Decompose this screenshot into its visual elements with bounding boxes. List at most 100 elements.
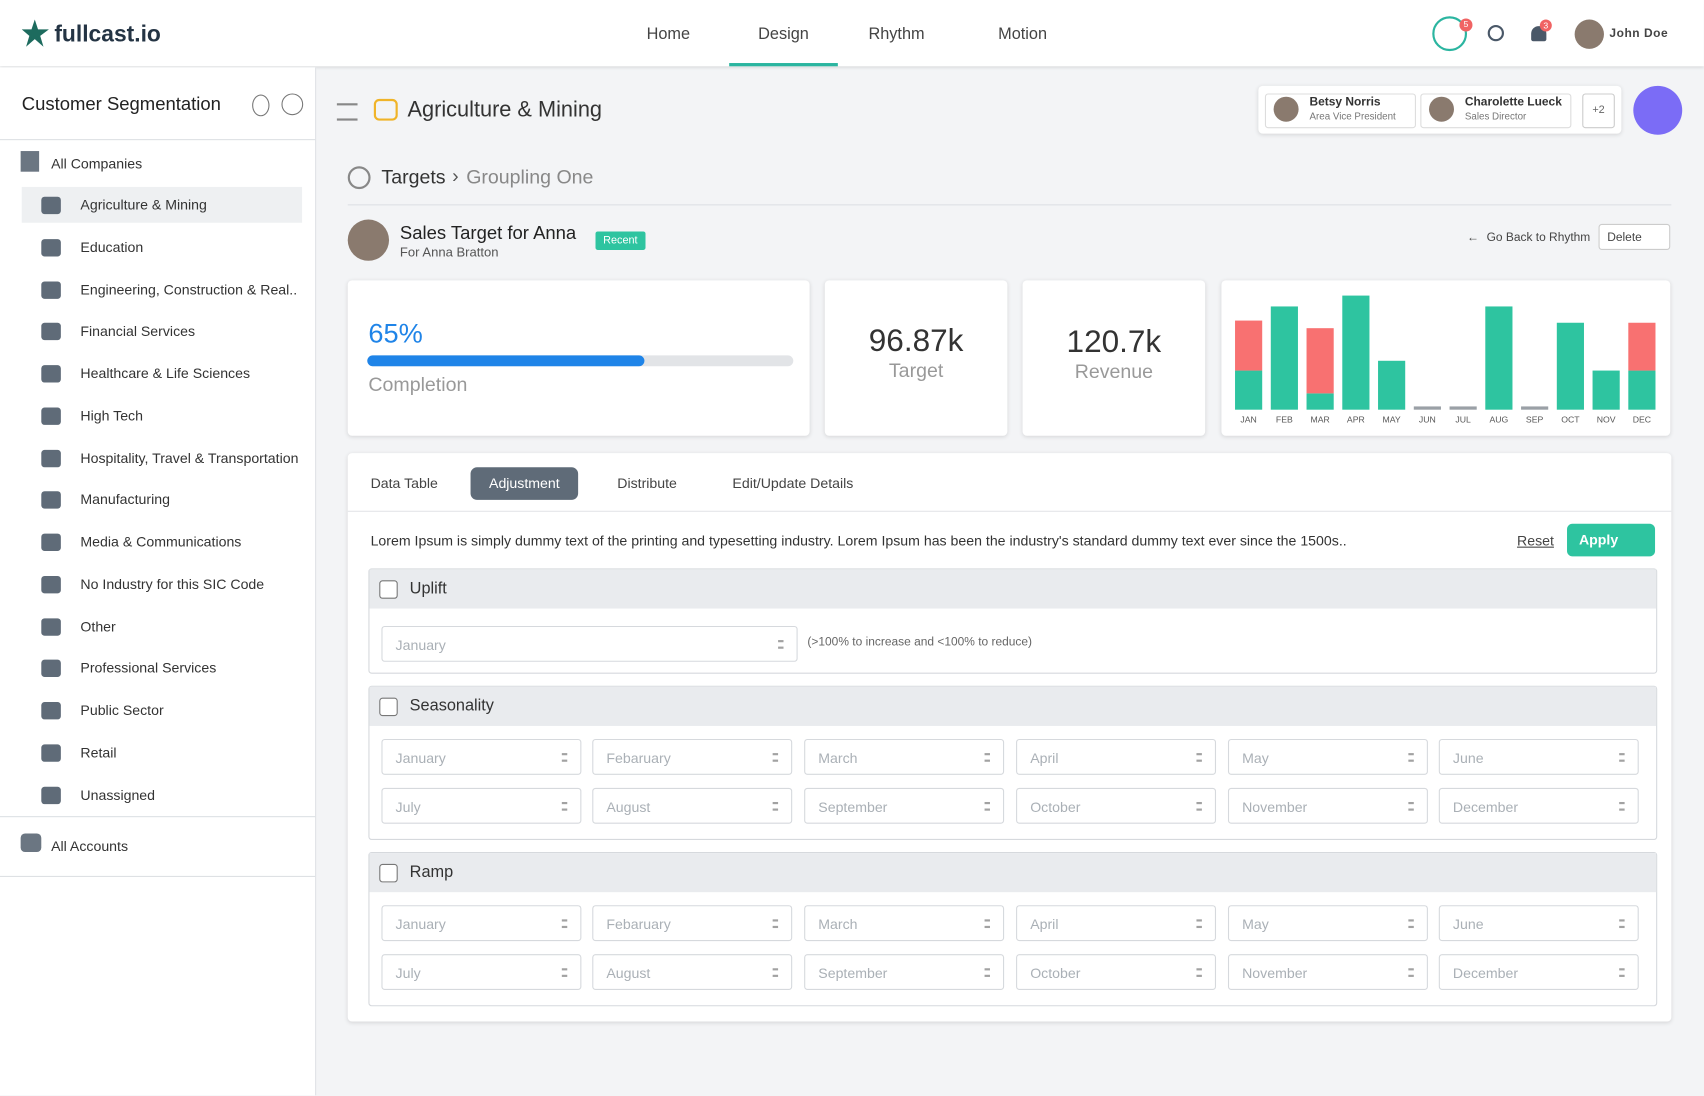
sidebar-item[interactable]: Healthcare & Life Sciences [22,355,302,391]
sidebar-item[interactable]: Hospitality, Travel & Transportation [22,440,302,476]
select[interactable]: March [804,905,1005,942]
sidebar-item[interactable]: Education [22,229,302,265]
sidebar-item[interactable]: No Industry for this SIC Code [22,566,302,602]
nav-item[interactable]: Motion [998,24,1048,44]
person-name: Charolette Lueck [1464,95,1562,109]
item-label: Hospitality, Travel & Transportation [80,449,299,466]
checkbox[interactable] [379,580,398,599]
select[interactable]: June [1438,905,1639,942]
select[interactable]: January [381,738,582,775]
select[interactable]: May [1227,905,1428,942]
avatar [1574,19,1604,49]
tag: Recent [595,231,646,250]
sidebar-item[interactable]: Public Sector [22,692,302,728]
sidebar-item[interactable]: Manufacturing [22,482,302,518]
share-icon[interactable] [252,94,270,117]
item-label: Healthcare & Life Sciences [80,365,251,382]
completion-caption: Completion [368,373,468,396]
assistant-icon[interactable] [1432,16,1468,52]
checkbox[interactable] [379,863,398,883]
nav-item[interactable]: Rhythm [868,24,925,44]
item-label: Professional Services [80,659,217,677]
x-tick-label: AUG [1489,415,1508,425]
delete-button[interactable]: Delete [1598,223,1671,250]
select[interactable]: July [381,787,582,824]
select[interactable]: Febaruary [592,905,793,942]
item-icon [41,365,61,383]
hint: (>100% to increase and <100% to reduce) [807,635,1033,649]
sidebar-item[interactable]: Media & Communications [22,524,302,560]
search-icon[interactable] [1487,24,1504,42]
select[interactable]: October [1016,954,1217,990]
select[interactable]: August [592,954,793,990]
sidebar-item[interactable]: Financial Services [22,313,302,349]
section-header: Seasonality [369,686,1657,726]
item-label: Financial Services [80,323,196,340]
logo-icon [21,19,49,47]
uplift-section: Uplift January (>100% to increase and <1… [368,568,1658,674]
select[interactable]: September [804,954,1005,990]
sidebar-item[interactable]: Unassigned [22,776,302,812]
sidebar-item[interactable]: Engineering, Construction & Real.. [22,271,302,307]
user-name[interactable]: John Doe [1609,27,1669,41]
chat-button[interactable] [1633,85,1683,135]
select[interactable]: August [592,787,793,824]
select[interactable]: September [804,787,1005,824]
more-icon[interactable] [281,93,304,116]
item-icon [41,659,61,678]
menu-icon[interactable] [336,103,358,121]
select[interactable]: December [1438,787,1639,824]
avatar [1429,96,1455,122]
group-label[interactable]: All Companies [51,155,143,172]
select[interactable]: Febaruary [592,738,793,775]
select[interactable]: November [1227,954,1428,990]
item-label: Media & Communications [80,533,242,550]
back-link[interactable]: Go Back to Rhythm [1486,231,1591,245]
select[interactable]: November [1227,787,1428,824]
divider [347,510,1672,512]
sidebar-item[interactable]: Agriculture & Mining [21,186,303,223]
x-tick-label: MAY [1383,415,1401,425]
sidebar-item[interactable]: High Tech [22,397,302,433]
select[interactable]: March [804,738,1005,775]
item-icon [41,533,61,551]
item-icon [41,449,61,467]
x-tick-label: OCT [1561,415,1580,425]
item-icon [41,702,61,720]
item-label: Other [80,617,116,635]
select[interactable]: October [1016,787,1217,824]
stat-card: 120.7k Revenue [1022,280,1206,436]
item-icon [41,744,61,762]
checkbox[interactable] [379,697,398,717]
footer-label[interactable]: All Accounts [51,837,129,855]
more-people[interactable]: +2 [1582,93,1615,129]
industry-icon [373,98,398,121]
sidebar-item[interactable]: Other [22,608,302,644]
tab[interactable]: Adjustment [470,467,579,500]
select[interactable]: January [381,625,798,662]
select[interactable]: June [1438,738,1639,775]
sidebar-item[interactable]: Professional Services [22,650,302,686]
tab[interactable]: Distribute [617,474,677,492]
bar-segment [1628,370,1656,410]
select[interactable]: December [1438,954,1639,990]
tab[interactable]: Data Table [370,474,438,492]
group-icon [20,151,40,172]
tab[interactable]: Edit/Update Details [732,474,854,492]
select[interactable]: April [1016,905,1217,942]
select[interactable]: January [381,905,582,942]
nav-item[interactable]: Design [729,0,838,67]
avatar [1273,96,1299,122]
nav-item[interactable]: Home [646,24,691,44]
select[interactable]: July [381,954,582,990]
select[interactable]: May [1227,738,1428,775]
reset-link[interactable]: Reset [1517,532,1554,549]
sidebar-item[interactable]: Retail [22,734,302,770]
apply-button[interactable]: Apply [1567,523,1656,557]
item-icon [41,491,61,509]
breadcrumb[interactable]: Targets [381,166,446,188]
select[interactable]: April [1016,738,1217,775]
x-tick-label: DEC [1633,415,1651,425]
person-role: Sales Director [1464,110,1527,122]
